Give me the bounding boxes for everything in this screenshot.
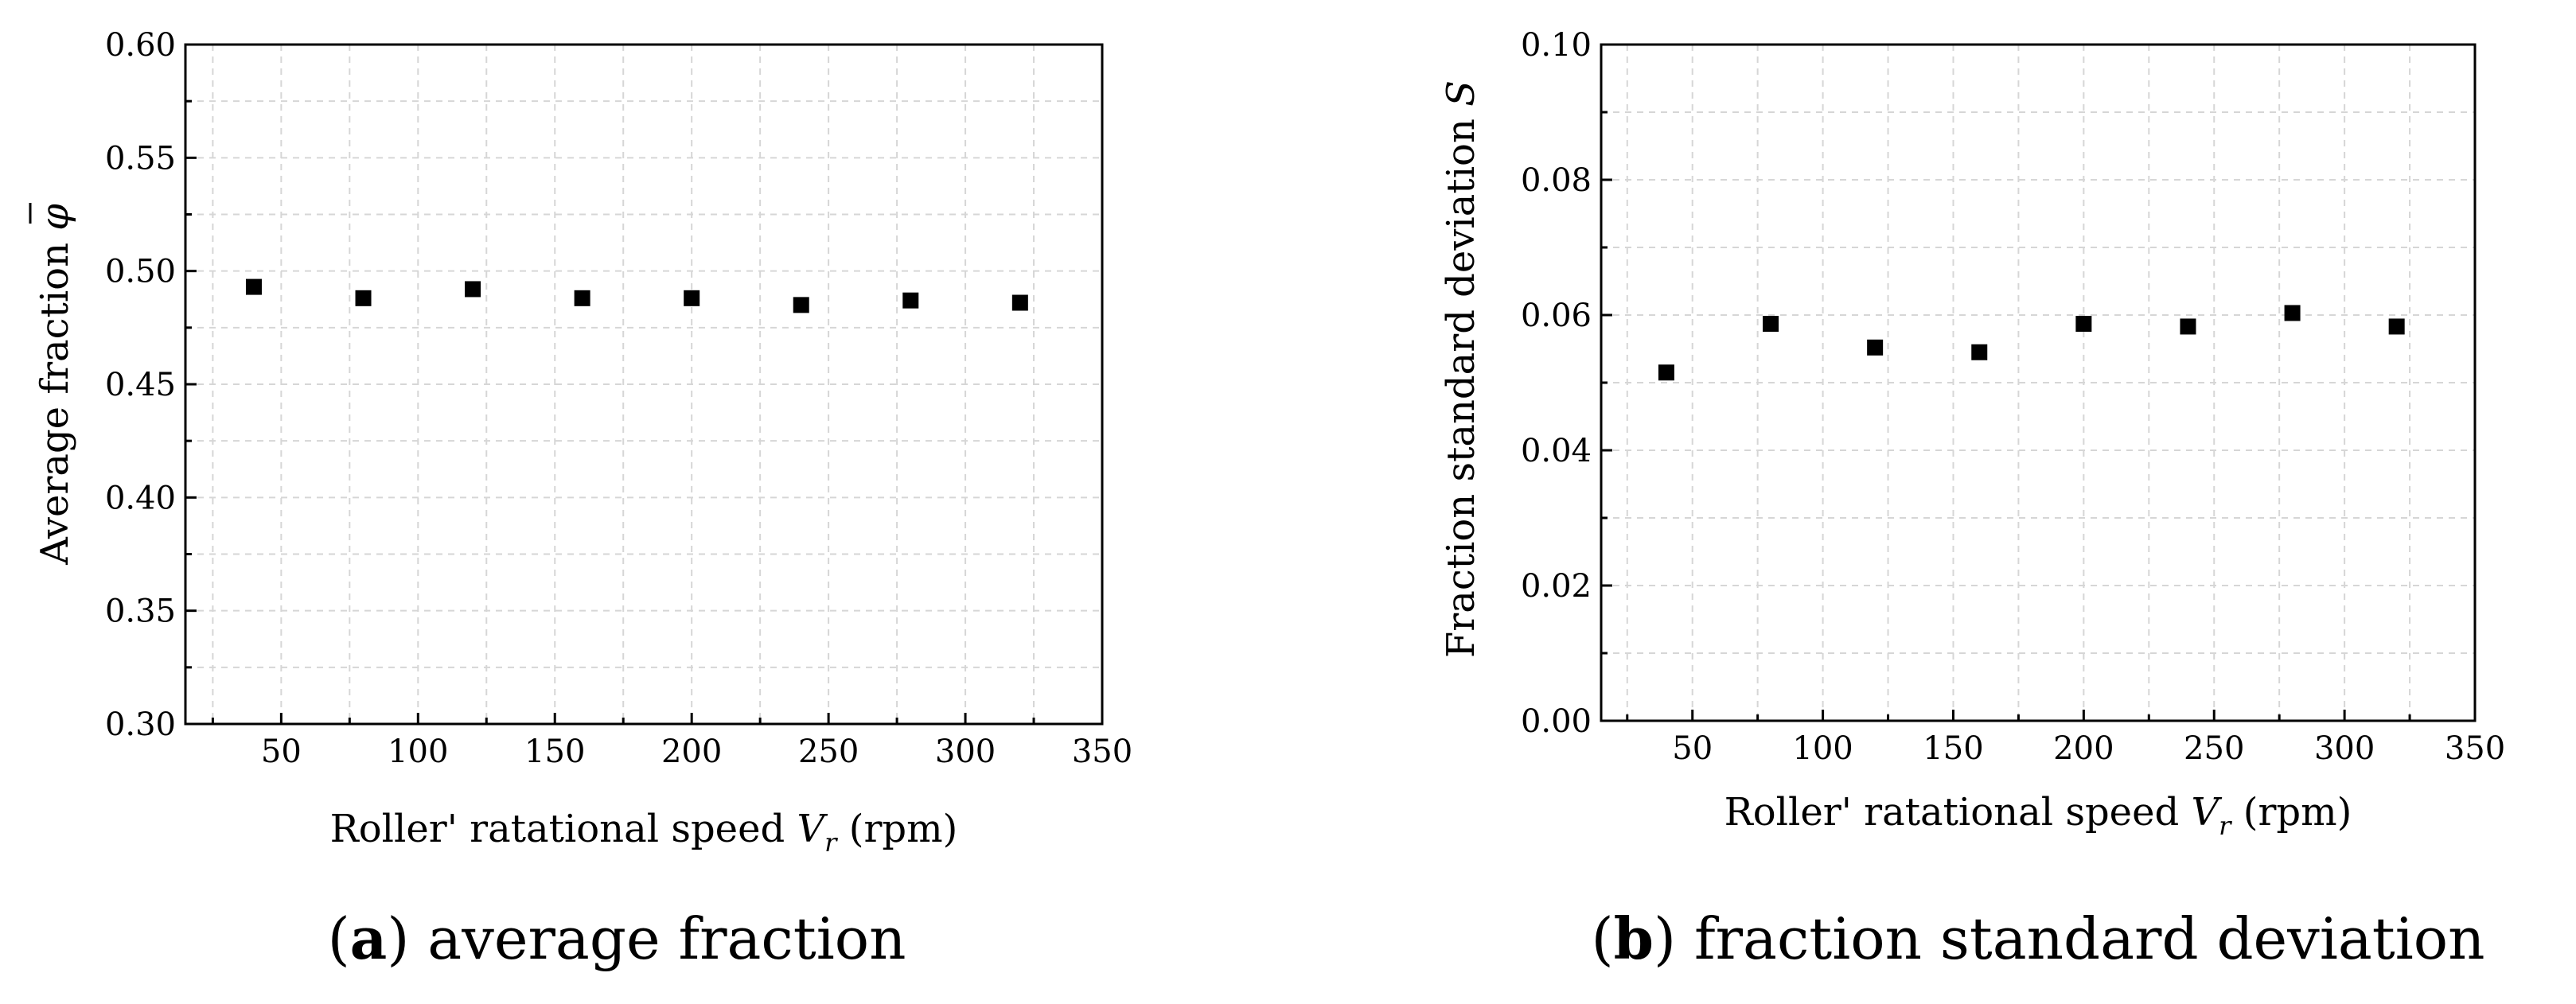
- caption-b: (b) fraction standard deviation: [1592, 905, 2485, 972]
- y-tick-label-a: 0.35: [105, 593, 176, 630]
- data-point-b: [1971, 344, 1988, 360]
- y-tick-label-a: 0.50: [105, 254, 176, 290]
- y-tick-label-a: 0.30: [105, 706, 176, 743]
- x-tick-label-a: 150: [524, 734, 585, 770]
- y-tick-label-b: 0.08: [1521, 162, 1592, 199]
- data-point-a: [465, 281, 481, 298]
- data-point-a: [793, 297, 809, 313]
- y-tick-label-a: 0.60: [105, 27, 176, 64]
- chart-panel-b: 0.00 0.02 0.04 0.06 0.08 0.10 50 100 150 200 250 30…: [1439, 27, 2505, 972]
- x-tick-label-b: 250: [2184, 730, 2244, 767]
- data-point-b: [1867, 339, 1884, 356]
- data-point-b: [2284, 305, 2301, 321]
- y-axis-label-b: Fraction standard deviation S: [1439, 80, 1483, 658]
- x-tick-label-a: 300: [935, 734, 996, 770]
- data-point-b: [2180, 318, 2196, 335]
- x-tick-label-b: 50: [1672, 730, 1713, 767]
- y-tick-label-b: 0.04: [1521, 433, 1592, 469]
- data-point-a: [574, 290, 590, 306]
- y-axis-label-a: Average fraction φ: [33, 204, 77, 566]
- y-tick-label-b: 0.06: [1521, 298, 1592, 334]
- x-axis-label-b: Roller' ratational speed Vr (rpm): [1724, 790, 2352, 841]
- data-point-b: [1658, 364, 1674, 381]
- x-tick-label-a: 250: [798, 734, 859, 770]
- data-point-a: [684, 290, 700, 306]
- y-tick-label-a: 0.45: [105, 367, 176, 403]
- x-tick-label-a: 100: [388, 734, 448, 770]
- x-tick-label-a: 350: [1072, 734, 1132, 770]
- x-tick-label-a: 50: [261, 734, 302, 770]
- x-tick-label-b: 300: [2314, 730, 2375, 767]
- data-point-a: [355, 290, 372, 306]
- y-tick-label-a: 0.40: [105, 480, 176, 516]
- chart-panel-a: 0.30 0.35 0.40 0.45 0.50 0.55 0.60 50 100 150 200 2…: [29, 27, 1132, 972]
- x-tick-label-b: 150: [1923, 730, 1983, 767]
- data-point-b: [1763, 316, 1779, 333]
- y-tick-label-b: 0.02: [1521, 568, 1592, 605]
- data-point-b: [2075, 316, 2092, 333]
- data-point-a: [902, 292, 919, 309]
- data-point-a: [245, 278, 262, 295]
- caption-a: (a) average fraction: [328, 905, 906, 972]
- x-tick-label-b: 100: [1792, 730, 1853, 767]
- x-tick-label-b: 350: [2445, 730, 2505, 767]
- y-tick-label-b: 0.10: [1521, 27, 1592, 64]
- x-axis-label-a: Roller' ratational speed Vr (rpm): [330, 807, 958, 858]
- y-tick-label-b: 0.00: [1521, 703, 1592, 740]
- y-tick-label-a: 0.55: [105, 140, 176, 177]
- x-tick-label-b: 200: [2053, 730, 2114, 767]
- data-point-a: [1011, 294, 1028, 311]
- data-point-b: [2388, 318, 2405, 335]
- x-tick-label-a: 200: [661, 734, 722, 770]
